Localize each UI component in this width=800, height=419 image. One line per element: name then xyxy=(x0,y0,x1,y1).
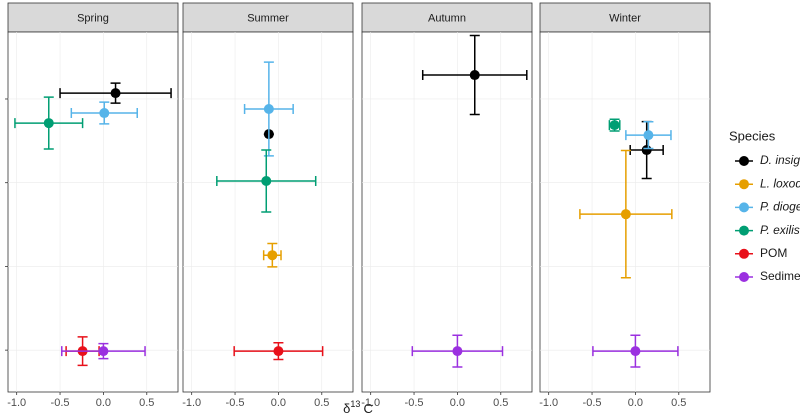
legend-key xyxy=(739,202,749,213)
legend-key xyxy=(739,248,749,259)
legend-label: Sedime xyxy=(760,269,800,283)
point xyxy=(643,130,654,141)
point xyxy=(641,145,652,156)
point xyxy=(620,209,631,220)
x-tick-label: -0.5 xyxy=(583,397,602,409)
point xyxy=(609,120,620,131)
x-tick-label: -1.0 xyxy=(361,397,380,409)
point xyxy=(99,108,110,119)
x-tick-label: 0.0 xyxy=(450,397,465,409)
x-tick-label: -1.0 xyxy=(182,397,201,409)
x-tick-label: 0.0 xyxy=(96,397,111,409)
point xyxy=(452,346,463,357)
legend-key xyxy=(739,179,749,190)
x-tick-label: -0.5 xyxy=(51,397,70,409)
x-tick-label: -1.0 xyxy=(7,397,26,409)
legend-label: L. loxod xyxy=(760,176,800,190)
x-tick-label: 0.5 xyxy=(139,397,154,409)
point xyxy=(98,346,109,357)
x-axis-label: δ13 C xyxy=(343,399,373,416)
point xyxy=(630,346,641,357)
x-tick-label: -0.5 xyxy=(226,397,245,409)
strip-label: Spring xyxy=(77,12,109,24)
legend-key xyxy=(739,156,749,166)
x-label-tail: C xyxy=(363,401,372,416)
strip xyxy=(182,2,354,33)
strip-label: Summer xyxy=(247,12,289,24)
x-tick-label: 0.5 xyxy=(493,397,508,409)
point xyxy=(263,104,274,115)
x-tick-label: -0.5 xyxy=(405,397,424,409)
point xyxy=(43,118,54,129)
legend-label: POM xyxy=(760,246,787,260)
x-label-base: δ xyxy=(343,401,350,416)
point xyxy=(273,346,284,357)
x-tick-label: 0.5 xyxy=(314,397,329,409)
x-tick-label: 0.5 xyxy=(671,397,686,409)
legend-label: P. dioge xyxy=(760,200,800,214)
strip-label: Winter xyxy=(609,12,641,24)
legend-key xyxy=(739,272,749,282)
legend-label: D. insig xyxy=(760,153,800,167)
point xyxy=(469,70,480,81)
strip-label: Autumn xyxy=(428,12,466,24)
x-tick-label: -1.0 xyxy=(539,397,558,409)
x-tick-label: 0.0 xyxy=(628,397,643,409)
legend-label: P. exilis xyxy=(760,223,800,237)
point xyxy=(267,250,278,261)
strip xyxy=(361,2,533,33)
x-label-sup: 13 xyxy=(350,399,360,409)
strip xyxy=(539,2,711,33)
panel xyxy=(361,31,533,393)
point xyxy=(261,176,272,187)
panel xyxy=(539,31,711,393)
x-tick-label: 0.0 xyxy=(271,397,286,409)
point xyxy=(110,88,121,99)
panel xyxy=(7,31,179,393)
legend-title: Species xyxy=(729,128,776,143)
legend-key xyxy=(739,225,749,236)
